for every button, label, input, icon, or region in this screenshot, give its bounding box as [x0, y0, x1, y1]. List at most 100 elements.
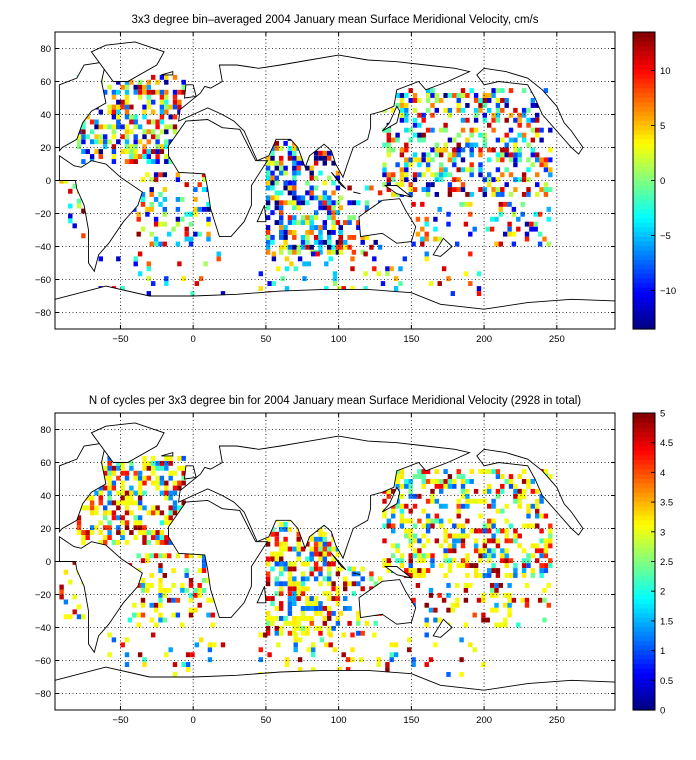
- data-cell: [473, 142, 479, 148]
- data-cell: [265, 225, 271, 230]
- data-cell: [460, 483, 466, 489]
- data-cell: [287, 581, 293, 587]
- data-cell: [513, 162, 518, 168]
- colorbar-segment: [633, 459, 655, 465]
- data-cell: [511, 597, 517, 603]
- data-cell: [142, 129, 147, 135]
- data-cell: [120, 515, 125, 521]
- data-cell: [535, 127, 540, 133]
- data-cell: [452, 479, 457, 484]
- data-cell: [482, 192, 487, 197]
- colorbar-segment: [633, 677, 655, 683]
- data-cell: [433, 617, 438, 623]
- data-cell: [408, 528, 413, 534]
- data-cell: [487, 538, 492, 544]
- colorbar-segment: [633, 570, 655, 577]
- data-cell: [482, 177, 487, 183]
- data-cell: [313, 541, 319, 547]
- data-cell: [351, 591, 357, 597]
- data-cell: [472, 647, 477, 653]
- data-cell: [318, 249, 323, 255]
- data-cell: [279, 160, 284, 166]
- colorbar-segment: [633, 64, 655, 70]
- data-cell: [412, 132, 418, 138]
- data-cell: [283, 200, 288, 206]
- data-cell: [443, 142, 448, 148]
- data-cell: [469, 142, 474, 148]
- data-cell: [140, 597, 146, 603]
- data-cell: [476, 271, 482, 277]
- data-cell: [172, 490, 178, 496]
- data-cell: [89, 495, 95, 501]
- data-cell: [292, 215, 297, 221]
- data-cell: [473, 488, 479, 494]
- data-cell: [430, 147, 435, 153]
- data-cell: [168, 540, 173, 545]
- data-cell: [443, 558, 448, 564]
- data-cell: [495, 488, 501, 494]
- data-cell: [521, 177, 527, 183]
- data-cell: [500, 474, 505, 479]
- data-cell: [425, 127, 431, 133]
- data-cell: [153, 216, 159, 222]
- data-cell: [478, 167, 483, 173]
- data-cell: [508, 479, 514, 484]
- data-cell: [296, 581, 301, 587]
- data-cell: [446, 672, 451, 677]
- data-cell: [197, 587, 202, 593]
- data-cell: [274, 616, 279, 621]
- data-cell: [535, 182, 540, 188]
- data-cell: [265, 244, 271, 250]
- data-cell: [425, 167, 431, 173]
- data-cell: [537, 241, 543, 247]
- data-cell: [434, 107, 439, 113]
- colorbar-segment: [633, 440, 655, 447]
- coastline: [476, 67, 584, 155]
- data-cell: [495, 117, 501, 123]
- data-cell: [162, 241, 167, 247]
- data-cell: [548, 187, 553, 192]
- data-cell: [327, 249, 332, 255]
- data-cell: [137, 495, 143, 501]
- data-cell: [180, 216, 185, 222]
- data-cell: [149, 583, 154, 588]
- data-cell: [460, 488, 466, 494]
- data-cell: [137, 79, 143, 85]
- data-cell: [425, 187, 431, 192]
- data-cell: [393, 642, 399, 648]
- data-cell: [111, 149, 117, 154]
- data-cell: [76, 203, 82, 209]
- data-cell: [284, 662, 290, 667]
- data-cell: [504, 142, 509, 148]
- colorbar-segment: [633, 603, 655, 609]
- data-cell: [507, 607, 512, 613]
- data-cell: [151, 99, 156, 105]
- data-cell: [145, 206, 150, 212]
- data-cell: [129, 159, 134, 164]
- data-cell: [171, 583, 176, 588]
- data-cell: [452, 162, 457, 168]
- data-cell: [456, 107, 461, 113]
- colorbar-segment: [633, 417, 655, 423]
- data-cell: [520, 211, 525, 217]
- data-cell: [313, 625, 319, 631]
- data-cell: [120, 495, 125, 501]
- data-cell: [343, 220, 348, 225]
- data-cell: [327, 606, 332, 611]
- colorbar-segment: [633, 431, 655, 437]
- data-cell: [168, 490, 173, 496]
- data-cell: [389, 652, 394, 658]
- colorbar-tick-label: 5: [660, 409, 665, 420]
- data-cell: [98, 530, 103, 535]
- data-cell: [151, 535, 156, 540]
- data-cell: [338, 235, 343, 240]
- data-cell: [265, 556, 271, 562]
- data-cell: [548, 523, 553, 529]
- colorbar-segment: [633, 250, 655, 256]
- data-cell: [500, 147, 505, 153]
- data-cell: [164, 109, 169, 115]
- data-cell: [270, 620, 275, 626]
- data-cell: [478, 107, 483, 113]
- data-cell: [430, 103, 435, 108]
- data-cell: [111, 485, 117, 491]
